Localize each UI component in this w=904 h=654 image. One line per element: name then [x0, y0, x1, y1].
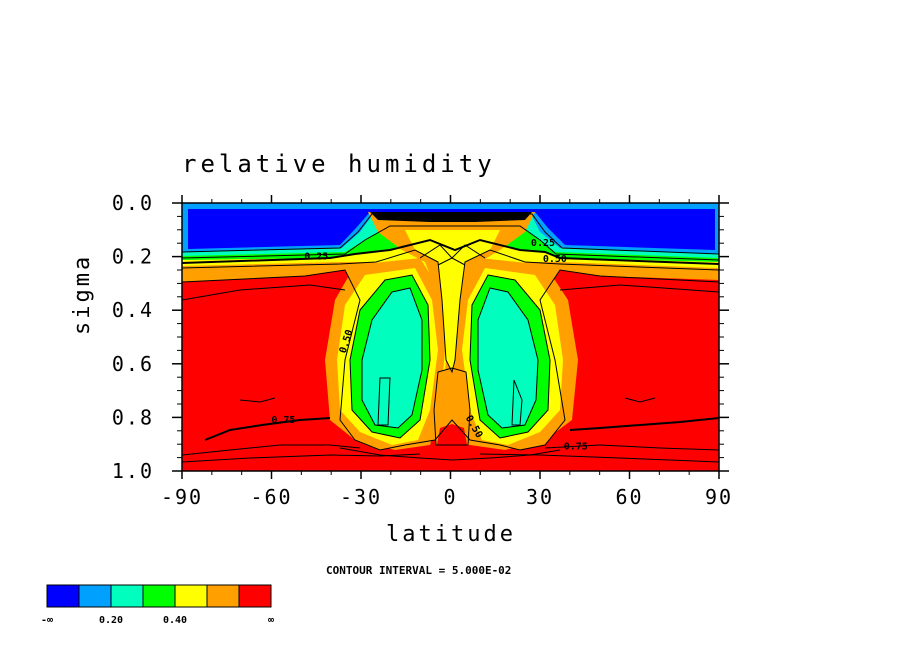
colorbar-label: ∞ [268, 615, 274, 626]
colorbar-swatch [238, 584, 272, 608]
field-equator-orange [434, 368, 470, 445]
x-axis-label: latitude [386, 522, 516, 547]
contour-interval-text: CONTOUR INTERVAL = 5.000E-02 [326, 564, 512, 577]
field-bottom-band [182, 462, 719, 471]
y-tick-label: 0.8 [112, 405, 154, 429]
contour-line [377, 377, 391, 426]
field-center-yellow [405, 230, 500, 372]
contour-label: 0.75 [271, 415, 295, 426]
y-axis: 0.0 0.2 0.4 0.6 0.8 1.0 [112, 191, 729, 483]
y-tick-label: 0.6 [112, 352, 154, 376]
y-tick-label: 0.4 [112, 298, 154, 322]
contour-line [182, 225, 719, 261]
colorbar-swatch [78, 584, 112, 608]
colorbar-swatch [46, 584, 80, 608]
contour-line [182, 213, 719, 255]
x-tick-label: -30 [340, 485, 382, 509]
contour-line [559, 284, 719, 293]
colorbar-swatch [174, 584, 208, 608]
x-tick-label: 60 [615, 485, 643, 509]
contour-line [569, 417, 719, 431]
colorbar-swatch [142, 584, 176, 608]
contour-line [339, 447, 561, 461]
contour-line [361, 287, 423, 429]
contour-label: 0.75 [564, 442, 588, 453]
field-upper-blue [188, 209, 715, 250]
contour-label: 0.25 [304, 251, 328, 262]
contour-lines [182, 213, 719, 463]
chart-title: relative humidity [182, 150, 496, 178]
contour-line [182, 444, 361, 456]
y-tick-label: 0.0 [112, 191, 154, 215]
contour-line [479, 453, 719, 463]
x-tick-label: 30 [526, 485, 554, 509]
colorbar-label: -∞ [41, 615, 53, 626]
contour-line [204, 417, 331, 441]
colorbar-label: 0.20 [99, 615, 123, 626]
y-tick-label: 1.0 [112, 459, 154, 483]
contour-line [433, 367, 471, 446]
x-tick-label: -90 [161, 485, 203, 509]
field-left-cyan-lobe [362, 288, 422, 428]
filled-contours [182, 203, 719, 471]
contour-line [511, 379, 523, 426]
contour-line [182, 284, 346, 301]
contour-line [182, 238, 719, 265]
field-equator-red [436, 424, 468, 450]
colorbar: -∞ 0.20 0.40 ∞ [41, 584, 274, 626]
contour-line [239, 397, 276, 403]
contour-line [182, 453, 421, 463]
x-tick-label: -60 [250, 485, 292, 509]
contour-line [624, 397, 656, 403]
contour-label: 0.50 [543, 254, 567, 265]
x-axis: -90 -60 -30 0 30 60 90 [161, 195, 733, 509]
x-tick-label: 0 [443, 485, 457, 509]
contour-line [477, 287, 539, 429]
colorbar-label: 0.40 [163, 615, 187, 626]
contour-line [349, 274, 431, 439]
y-tick-label: 0.2 [112, 245, 154, 269]
contour-label: 0.25 [531, 238, 555, 249]
contour-line [182, 249, 719, 374]
contour-line [437, 257, 466, 266]
colorbar-swatch [206, 584, 240, 608]
x-tick-label: 90 [705, 485, 733, 509]
contour-line [469, 274, 551, 439]
colorbar-swatch [110, 584, 144, 608]
contour-line [544, 444, 719, 451]
contour-line [182, 269, 719, 451]
field-right-cyan-lobe [478, 288, 538, 428]
